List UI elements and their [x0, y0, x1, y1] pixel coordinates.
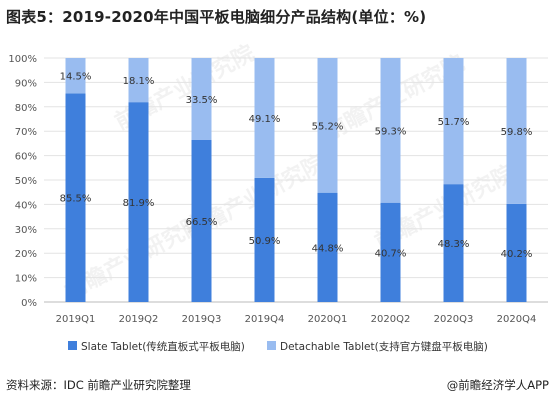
data-label-detachable: 59.3% — [375, 126, 407, 137]
y-tick-label: 60% — [15, 152, 37, 163]
bar-slate — [254, 177, 275, 302]
y-tick-label: 50% — [15, 176, 37, 187]
y-tick-label: 90% — [15, 78, 37, 89]
bar-slate — [65, 93, 86, 302]
data-label-detachable: 49.1% — [249, 114, 281, 125]
bar-detachable — [254, 58, 275, 178]
data-label-slate: 85.5% — [60, 194, 92, 205]
data-label-slate: 48.3% — [438, 239, 470, 250]
data-label-detachable: 33.5% — [186, 95, 218, 106]
brand-credit: @前瞻经济学人APP — [446, 378, 549, 392]
bar-slate — [128, 102, 149, 302]
y-tick-label: 70% — [15, 127, 37, 138]
data-label-slate: 44.8% — [312, 243, 344, 254]
bar-slate — [191, 139, 212, 302]
data-label-detachable: 18.1% — [123, 76, 155, 87]
bar-detachable — [191, 58, 212, 140]
data-label-detachable: 51.7% — [438, 117, 470, 128]
data-label-slate: 40.2% — [501, 249, 533, 260]
legend-swatch-slate — [68, 341, 77, 350]
y-tick-label: 10% — [15, 274, 37, 285]
bars — [65, 58, 527, 302]
y-tick-label: 30% — [15, 225, 37, 236]
bar-detachable — [65, 58, 86, 94]
data-label-detachable: 59.8% — [501, 127, 533, 138]
bar-slate — [506, 203, 527, 302]
grid-lines — [44, 57, 548, 303]
data-label-slate: 50.9% — [249, 236, 281, 247]
y-tick-label: 80% — [15, 103, 37, 114]
data-label-slate: 40.7% — [375, 248, 407, 259]
bar-detachable — [443, 58, 464, 185]
x-tick-label: 2019Q2 — [119, 314, 159, 325]
source-note: 资料来源：IDC 前瞻产业研究院整理 — [6, 378, 191, 392]
x-tick-label: 2019Q3 — [182, 314, 222, 325]
y-tick-label: 100% — [8, 54, 37, 65]
data-label-slate: 81.9% — [123, 198, 155, 209]
y-tick-label: 40% — [15, 200, 37, 211]
x-tick-label: 2019Q4 — [245, 314, 285, 325]
x-tick-label: 2019Q1 — [56, 314, 96, 325]
x-tick-label: 2020Q1 — [308, 314, 348, 325]
y-tick-label: 20% — [15, 249, 37, 260]
legend-label-slate: Slate Tablet(传统直板式平板电脑) — [81, 340, 245, 353]
chart-title: 图表5：2019-2020年中国平板电脑细分产品结构(单位：%) — [6, 8, 427, 26]
x-axis: 2019Q1 2019Q2 2019Q3 2019Q4 2020Q1 2020Q2 2020… — [56, 314, 537, 325]
bar-slate — [317, 192, 338, 302]
bar-slate — [443, 184, 464, 302]
data-labels: 85.5% 14.5% 81.9% 18.1% 66.5% 33.5% 50.9% 49.1%… — [60, 72, 533, 260]
y-axis: 0% 10% 20% 30% 40% 50% 60% 70% 80% 90% 100% — [8, 54, 37, 309]
x-tick-label: 2020Q3 — [434, 314, 474, 325]
bar-detachable — [317, 58, 338, 193]
legend-swatch-detachable — [267, 341, 276, 350]
data-label-slate: 66.5% — [186, 217, 218, 228]
bar-detachable — [380, 58, 401, 203]
data-label-detachable: 55.2% — [312, 121, 344, 132]
legend: Slate Tablet(传统直板式平板电脑) Detachable Tablet… — [68, 340, 488, 353]
bar-detachable — [128, 58, 149, 103]
legend-label-detachable: Detachable Tablet(支持官方键盘平板电脑) — [280, 340, 488, 353]
x-tick-label: 2020Q4 — [497, 314, 537, 325]
bar-slate — [380, 202, 401, 302]
bar-detachable — [506, 58, 527, 204]
data-label-detachable: 14.5% — [60, 72, 92, 83]
y-tick-label: 0% — [21, 298, 37, 309]
x-tick-label: 2020Q2 — [371, 314, 411, 325]
